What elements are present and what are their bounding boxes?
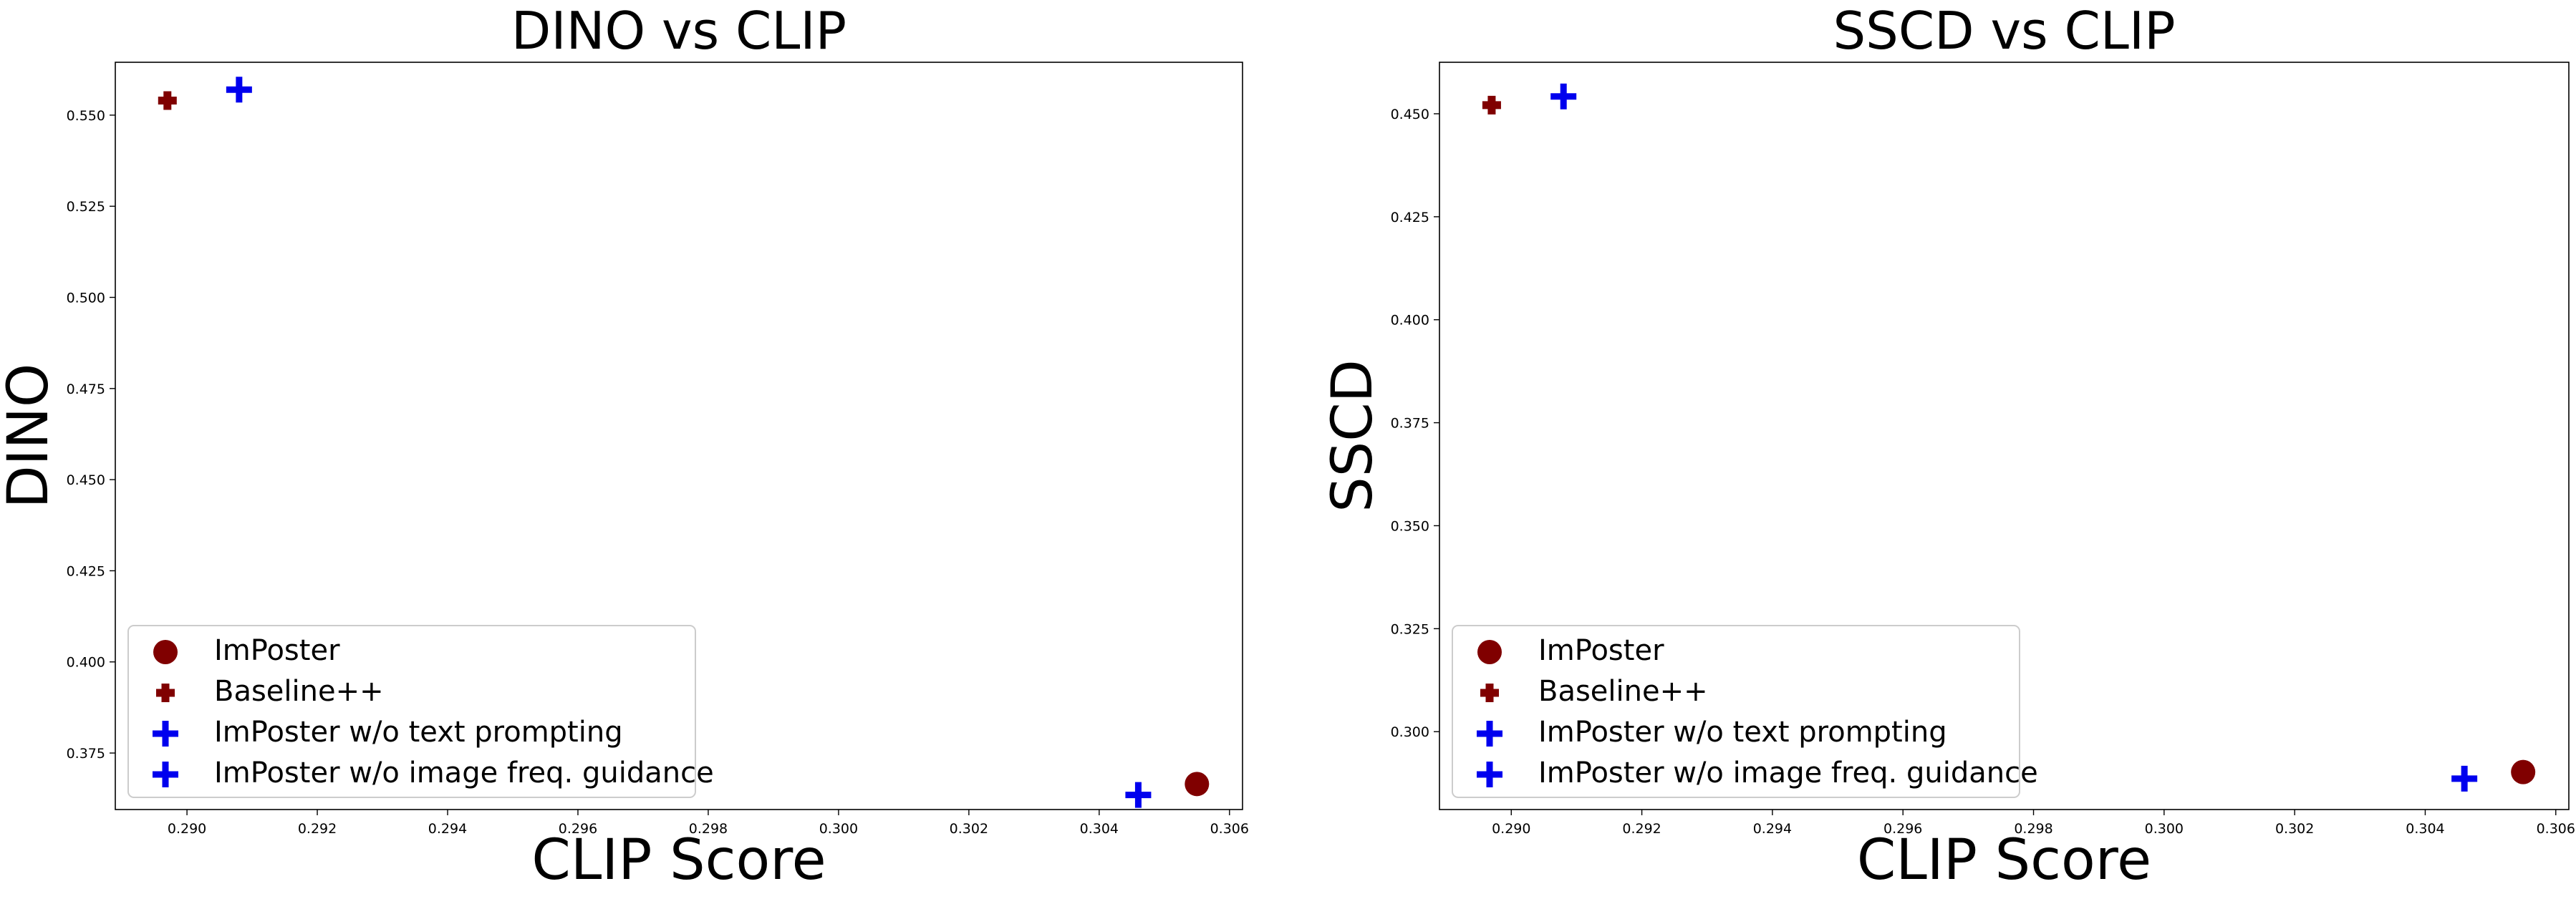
x-tick-label: 0.302 — [2275, 821, 2314, 837]
data-point — [226, 77, 252, 103]
y-axis-label: SSCD — [1321, 359, 1385, 512]
y-tick-label: 0.500 — [67, 290, 105, 306]
y-tick-label: 0.425 — [1391, 210, 1429, 225]
x-tick-label: 0.300 — [819, 821, 858, 837]
x-tick-label: 0.296 — [1883, 821, 1922, 837]
chart-title: SSCD vs CLIP — [1833, 1, 2175, 61]
legend-label: ImPoster w/o text prompting — [214, 716, 623, 749]
y-tick-label: 0.375 — [1391, 416, 1429, 432]
legend-label: ImPoster w/o image freq. guidance — [214, 757, 714, 789]
x-tick-label: 0.304 — [1080, 821, 1119, 837]
data-point — [1550, 83, 1577, 110]
y-tick-label: 0.300 — [1391, 724, 1429, 740]
x-axis-label: CLIP Score — [1857, 828, 2151, 893]
chart-panel-1: DINO vs CLIP CLIP Score DINO 0.290 0.292 0.29… — [0, 1, 1249, 893]
plot-area — [115, 62, 1243, 810]
data-point — [2451, 765, 2478, 792]
legend-marker — [1477, 762, 1502, 787]
y-tick-label: 0.400 — [1391, 313, 1429, 329]
legend-marker — [1480, 684, 1499, 702]
y-tick-label: 0.400 — [67, 655, 105, 671]
legend-label: Baseline++ — [214, 675, 384, 708]
x-tick-label: 0.306 — [1210, 821, 1249, 837]
legend: ImPoster Baseline++ ImPoster w/o text prom… — [127, 625, 714, 798]
y-tick-label: 0.375 — [67, 746, 105, 762]
y-axis-label: DINO — [0, 364, 61, 509]
legend-marker — [153, 762, 178, 787]
legend-label: Baseline++ — [1538, 675, 1708, 708]
x-tick-label: 0.306 — [2537, 821, 2575, 837]
y-tick-label: 0.550 — [67, 108, 105, 124]
legend-label: ImPoster — [1538, 634, 1664, 667]
data-point — [1125, 782, 1152, 808]
y-tick-label: 0.450 — [67, 472, 105, 488]
y-tick-label: 0.425 — [67, 563, 105, 579]
data-point — [1185, 772, 1210, 797]
legend-marker — [153, 721, 178, 747]
legend: ImPoster Baseline++ ImPoster w/o text prom… — [1452, 625, 2038, 798]
x-tick-label: 0.292 — [298, 821, 337, 837]
data-point — [158, 91, 177, 110]
x-tick-label: 0.294 — [428, 821, 467, 837]
x-tick-label: 0.292 — [1622, 821, 1661, 837]
legend-label: ImPoster w/o image freq. guidance — [1538, 757, 2038, 789]
legend-marker — [153, 640, 178, 664]
plot-area — [1439, 62, 2570, 810]
chart-title: DINO vs CLIP — [511, 1, 846, 61]
legend-box — [127, 625, 696, 798]
x-axis-label: CLIP Score — [531, 828, 826, 893]
legend-marker — [1477, 721, 1502, 747]
x-tick-label: 0.302 — [950, 821, 988, 837]
data-point — [1482, 95, 1501, 115]
y-tick-label: 0.525 — [67, 199, 105, 215]
chart-panel-2: SSCD vs CLIP CLIP Score SSCD 0.290 0.292 0.29… — [1321, 1, 2575, 893]
x-tick-label: 0.300 — [2145, 821, 2184, 837]
x-tick-label: 0.296 — [559, 821, 597, 837]
legend-marker — [1477, 640, 1502, 664]
x-tick-label: 0.304 — [2406, 821, 2444, 837]
x-tick-label: 0.298 — [689, 821, 728, 837]
x-tick-label: 0.298 — [2014, 821, 2052, 837]
y-tick-label: 0.450 — [1391, 107, 1429, 122]
legend-marker — [156, 684, 175, 702]
data-point — [2511, 759, 2536, 784]
x-tick-label: 0.290 — [1492, 821, 1530, 837]
y-tick-label: 0.325 — [1391, 621, 1429, 637]
legend-label: ImPoster w/o text prompting — [1538, 716, 1947, 749]
legend-box — [1452, 625, 2020, 798]
x-tick-label: 0.294 — [1753, 821, 1792, 837]
y-tick-label: 0.475 — [67, 382, 105, 397]
y-tick-label: 0.350 — [1391, 518, 1429, 534]
x-tick-label: 0.290 — [168, 821, 206, 837]
legend-label: ImPoster — [214, 634, 340, 667]
